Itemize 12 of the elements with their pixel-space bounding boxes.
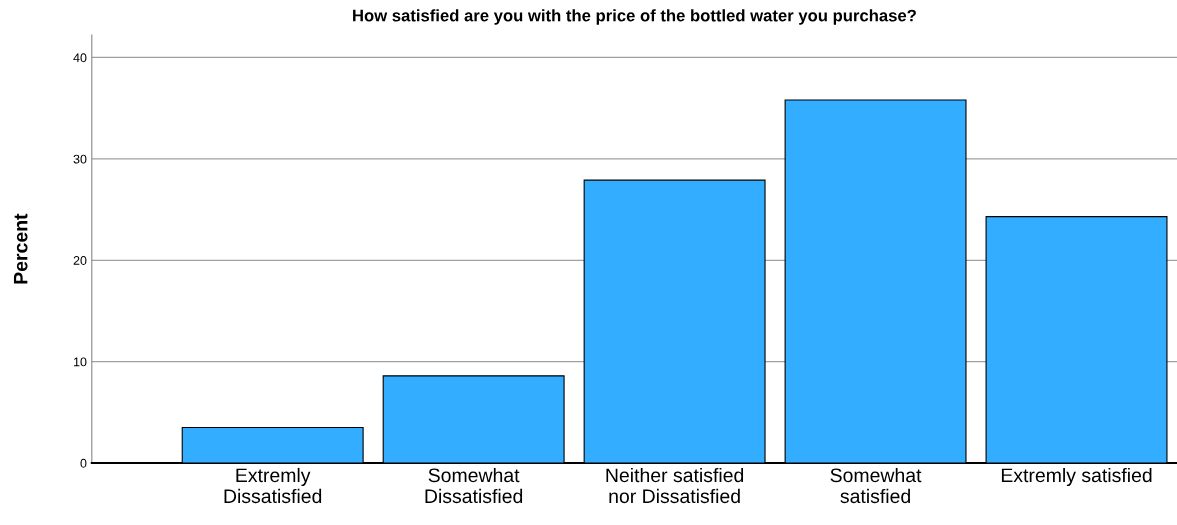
- x-tick-label: Extremly Dissatisfied: [224, 467, 322, 504]
- y-tick-label: 40: [73, 53, 87, 63]
- x-tick-label: Extremly satisfied: [1001, 467, 1152, 487]
- y-axis-title: Percent: [13, 213, 28, 284]
- y-tick-label: 20: [73, 256, 87, 265]
- x-tick-label: Somewhat satisfied: [830, 467, 922, 504]
- chart-title: How satisfied are you with the price of the bottled water you purchase?: [353, 9, 916, 25]
- y-tick-label: 0: [80, 458, 87, 468]
- y-tick-label: 10: [74, 357, 87, 367]
- x-tick-label: Somewhat Dissatisfied: [425, 467, 523, 504]
- x-tick-label: Neither satisfied nor Dissatisfied: [606, 467, 744, 504]
- y-tick-label: 30: [73, 154, 87, 164]
